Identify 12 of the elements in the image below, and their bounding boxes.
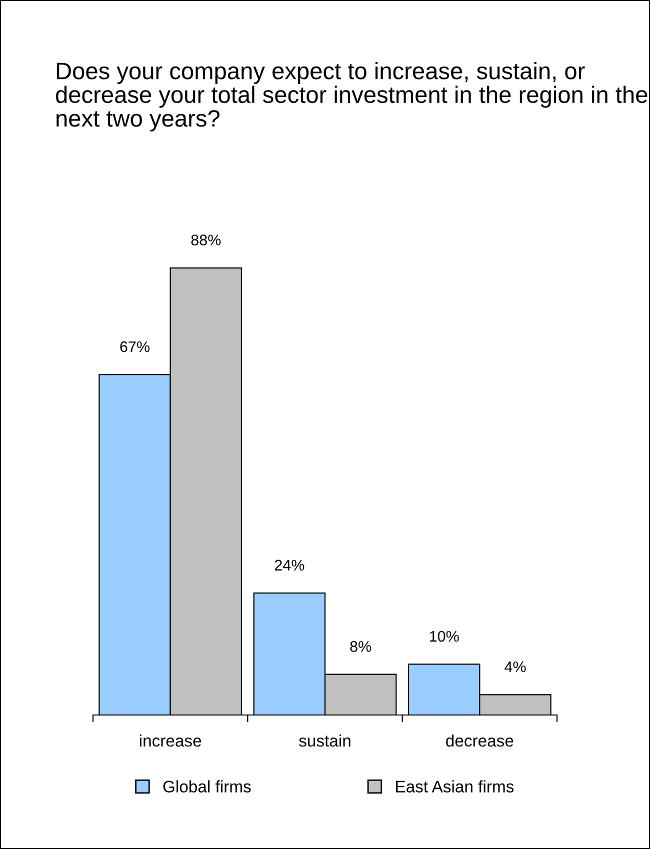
x-tick-label: sustain	[299, 734, 350, 747]
legend-label: East Asian firms	[396, 780, 514, 792]
x-tick-label: increase	[140, 734, 202, 747]
x-tick-label: decrease	[446, 734, 514, 747]
chart-title: Does your company expect to increase, sustain, or decrease your total sector investment in the region in the next two years?	[56, 62, 648, 132]
data-label: 67%	[120, 341, 150, 352]
data-label: 4%	[504, 661, 526, 672]
data-label: 24%	[274, 560, 304, 571]
data-label: 88%	[191, 234, 221, 246]
data-label: 10%	[430, 630, 459, 642]
legend-label: Global firms	[163, 780, 251, 792]
data-label: 8%	[350, 641, 372, 652]
